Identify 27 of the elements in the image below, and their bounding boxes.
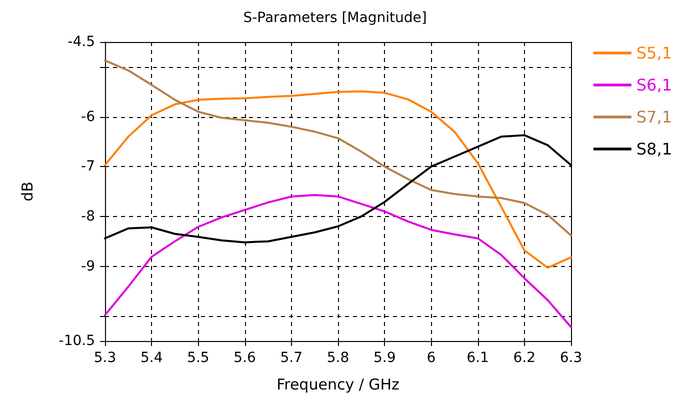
y-axis-title: dB — [18, 182, 36, 202]
y-tick-label: -9 — [81, 258, 95, 274]
x-tick-label: 6 — [426, 350, 436, 366]
x-tick-label: 5.5 — [187, 350, 210, 366]
x-tick-label: 5.7 — [280, 350, 303, 366]
x-tick-label: 6.1 — [466, 350, 489, 366]
x-tick-label: 5.6 — [234, 350, 256, 366]
y-tick-label: -4.5 — [68, 34, 95, 50]
y-tick-label: -7 — [81, 158, 95, 175]
line-series — [104, 194, 572, 328]
x-tick-label: 5.9 — [373, 350, 396, 366]
x-tick-label: 6.3 — [560, 350, 582, 366]
line-series — [104, 90, 572, 269]
x-axis-title: Frequency / GHz — [276, 376, 400, 394]
y-tick-label: -8 — [81, 208, 95, 224]
x-tick-label: 5.8 — [326, 350, 350, 366]
x-tick-label: 5.3 — [94, 350, 116, 366]
legend-label: S6,1 — [636, 76, 672, 94]
y-tick-label: -6 — [81, 108, 96, 125]
x-tick-label: 5.4 — [140, 350, 163, 366]
chart-title: S-Parameters [Magnitude] — [243, 10, 427, 26]
line-series — [104, 59, 572, 236]
legend-label: S8,1 — [636, 140, 672, 158]
legend-label: S5,1 — [636, 44, 672, 62]
y-tick-label: -10.5 — [58, 333, 95, 349]
x-tick-label: 6.2 — [513, 350, 536, 366]
legend-label: S7,1 — [636, 108, 672, 126]
